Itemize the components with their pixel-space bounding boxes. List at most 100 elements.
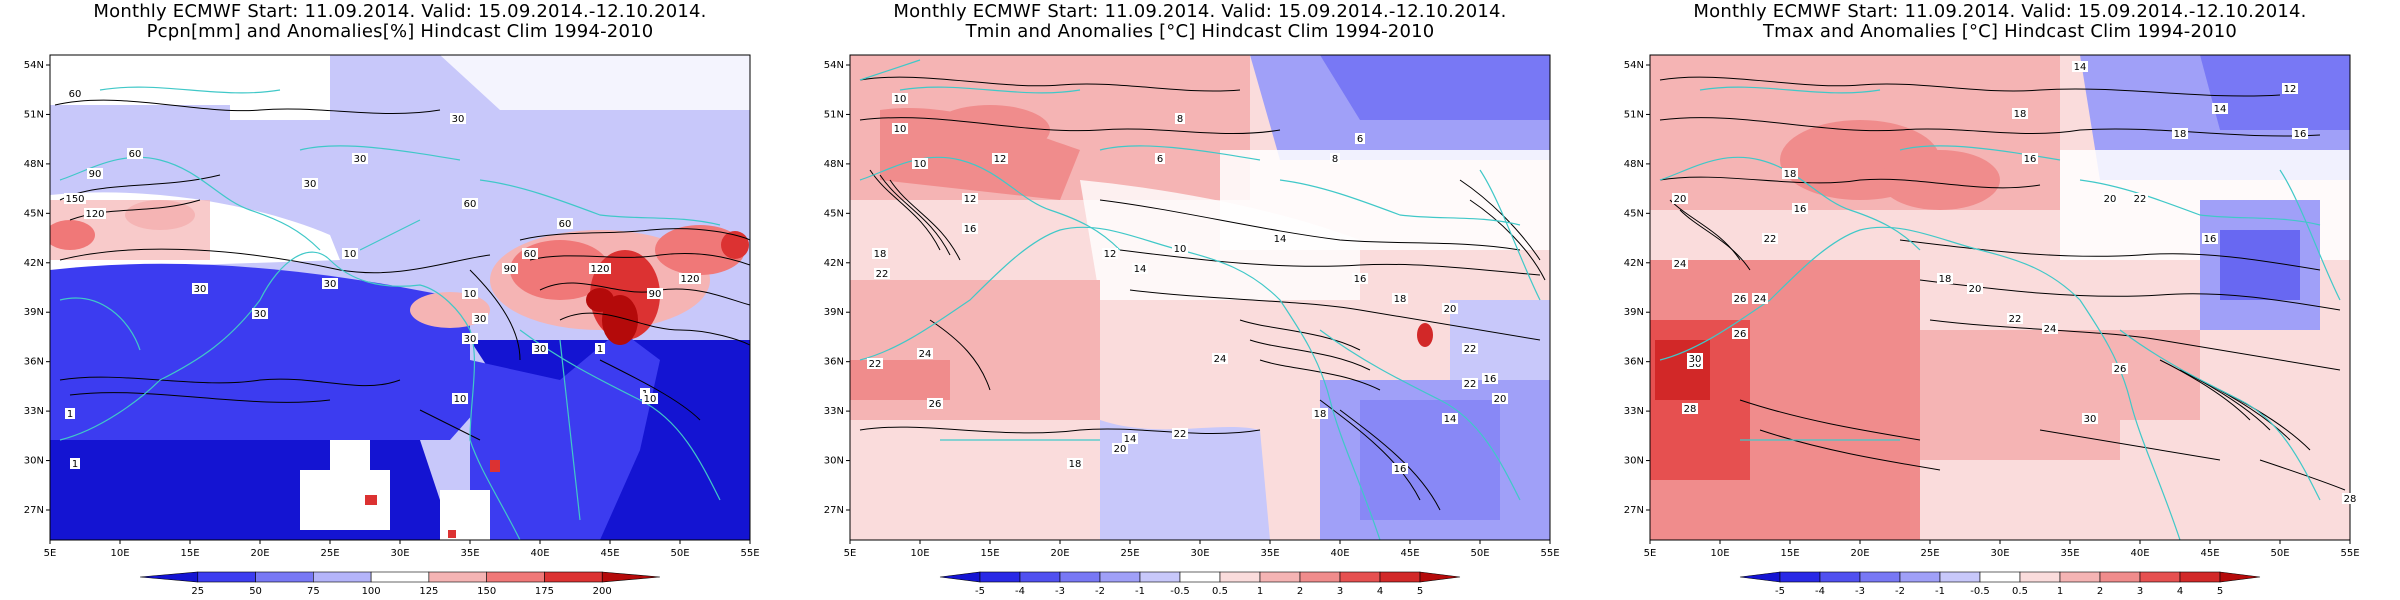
colorbar-swatch bbox=[1419, 571, 1461, 583]
contour-label-bg bbox=[2022, 153, 2038, 164]
contour-label: 22 bbox=[876, 269, 889, 280]
colorbar-swatch bbox=[1939, 571, 1981, 583]
contour-label: 22 bbox=[1464, 344, 1477, 355]
colorbar-label: 25 bbox=[191, 586, 204, 597]
contour-label: 18 bbox=[1069, 459, 1082, 470]
contour-label: 12 bbox=[964, 194, 977, 205]
contour-label: 20 bbox=[2104, 194, 2117, 205]
contour-label: 22 bbox=[1764, 234, 1777, 245]
contour-label-bg bbox=[65, 408, 75, 419]
colorbar-swatch bbox=[197, 571, 256, 583]
lon-tick-label: 35E bbox=[460, 548, 479, 559]
contour-label-bg bbox=[342, 248, 358, 259]
lon-tick-label: 30E bbox=[390, 548, 409, 559]
lon-tick-label: 30E bbox=[1990, 548, 2009, 559]
contour-label: 22 bbox=[1464, 379, 1477, 390]
latitude-axis: 54N 51N 48N 45N 42N 39N 36N 33N 30N 27N bbox=[24, 60, 50, 516]
colorbar-label: -1 bbox=[1135, 586, 1145, 597]
contour-label: 24 bbox=[919, 349, 932, 360]
colorbar-label: -5 bbox=[1775, 586, 1785, 597]
contour-label-bg bbox=[872, 248, 888, 259]
lat-tick-label: 42N bbox=[824, 258, 844, 269]
contour-label-bg bbox=[1672, 258, 1688, 269]
contour-label-bg bbox=[2007, 313, 2023, 324]
contour-label-bg bbox=[1937, 273, 1953, 284]
contour-label: 90 bbox=[89, 169, 102, 180]
colorbar-label: 75 bbox=[307, 586, 320, 597]
panel-title-line1: Monthly ECMWF Start: 11.09.2014. Valid: … bbox=[1693, 1, 2307, 22]
contour-label-bg bbox=[1392, 293, 1408, 304]
contour-label-bg bbox=[927, 398, 943, 409]
contour-label: 18 bbox=[1939, 274, 1952, 285]
contour-label-bg bbox=[595, 343, 605, 354]
panel-title-line2: Tmax and Anomalies [°C] Hindcast Clim 19… bbox=[1762, 21, 2238, 42]
contour-label: 10 bbox=[894, 94, 907, 105]
contour-label: 10 bbox=[894, 124, 907, 135]
colorbar-swatch bbox=[2179, 571, 2221, 583]
colorbar-label: -3 bbox=[1055, 586, 1065, 597]
contour-label: 14 bbox=[1274, 234, 1287, 245]
contour-label-bg bbox=[462, 333, 478, 344]
contour-label: 1 bbox=[72, 459, 78, 470]
lat-tick-label: 30N bbox=[24, 456, 44, 467]
contour-label: 16 bbox=[1354, 274, 1367, 285]
colorbar-label: 0.5 bbox=[2012, 586, 2028, 597]
colorbar-swatch bbox=[428, 571, 487, 583]
contour-labels: 14 12 14 16 18 18 16 20 22 24 26 30 28 20 18 16 22 24 26 30… bbox=[1672, 61, 2358, 505]
contour-label: 60 bbox=[464, 199, 477, 210]
colorbar-label: 4 bbox=[2177, 586, 2183, 597]
contour-label: 30 bbox=[1689, 354, 1702, 365]
contour-label-bg bbox=[1312, 408, 1328, 419]
colorbar-swatch bbox=[2139, 571, 2181, 583]
lon-tick-label: 20E bbox=[1850, 548, 1869, 559]
contour-label-bg bbox=[67, 88, 83, 99]
colorbar: -5 -4 -3 -2 -1 -0.5 0.5 1 2 3 4 5 bbox=[1739, 571, 2261, 597]
colorbar-swatch bbox=[1979, 571, 2021, 583]
contour-label-bg bbox=[70, 458, 80, 469]
colorbar: 25 50 75 100 125 150 175 200 bbox=[139, 571, 661, 597]
contour-label: 1 bbox=[597, 344, 603, 355]
contour-label: 10 bbox=[344, 249, 357, 260]
contour-label: 18 bbox=[1394, 294, 1407, 305]
contour-label-bg bbox=[1762, 233, 1778, 244]
contour-label: 120 bbox=[85, 209, 104, 220]
contour-label: 22 bbox=[2134, 194, 2147, 205]
contour-label-bg bbox=[450, 113, 466, 124]
contour-label: 10 bbox=[464, 289, 477, 300]
contour-label-bg bbox=[912, 158, 928, 169]
lon-tick-label: 15E bbox=[980, 548, 999, 559]
contour-label-bg bbox=[84, 208, 106, 219]
colorbar-label: 4 bbox=[1377, 586, 1383, 597]
contour-label-bg bbox=[1122, 433, 1138, 444]
lon-tick-label: 20E bbox=[250, 548, 269, 559]
lat-tick-label: 36N bbox=[824, 357, 844, 368]
lon-tick-label: 50E bbox=[2270, 548, 2289, 559]
contour-label-bg bbox=[557, 218, 573, 229]
lon-tick-label: 35E bbox=[2060, 548, 2079, 559]
contour-label-bg bbox=[322, 278, 338, 289]
contour-label: 10 bbox=[914, 159, 927, 170]
contour-label: 60 bbox=[524, 249, 537, 260]
contour-label: 22 bbox=[1174, 429, 1187, 440]
lon-tick-label: 55E bbox=[740, 548, 759, 559]
colorbar-swatch bbox=[1059, 571, 1101, 583]
contour-label-bg bbox=[647, 288, 663, 299]
colorbar-label: 0.5 bbox=[1212, 586, 1228, 597]
colorbar-label: 2 bbox=[1297, 586, 1303, 597]
contour-label: 18 bbox=[1314, 409, 1327, 420]
contour-label-bg bbox=[1672, 193, 1688, 204]
lat-tick-label: 27N bbox=[824, 505, 844, 516]
lon-tick-label: 25E bbox=[320, 548, 339, 559]
contour-label: 120 bbox=[590, 264, 609, 275]
contour-label-bg bbox=[992, 153, 1008, 164]
contour-label: 18 bbox=[1784, 169, 1797, 180]
contour-label: 90 bbox=[504, 264, 517, 275]
contour-label-bg bbox=[1330, 153, 1340, 164]
lat-tick-label: 51N bbox=[1624, 109, 1644, 120]
contour-label-bg bbox=[867, 358, 883, 369]
contour-label: 90 bbox=[649, 289, 662, 300]
colorbar-swatch bbox=[1219, 571, 1261, 583]
lat-tick-label: 33N bbox=[24, 406, 44, 417]
tmin-panel: Monthly ECMWF Start: 11.09.2014. Valid: … bbox=[800, 0, 1600, 600]
